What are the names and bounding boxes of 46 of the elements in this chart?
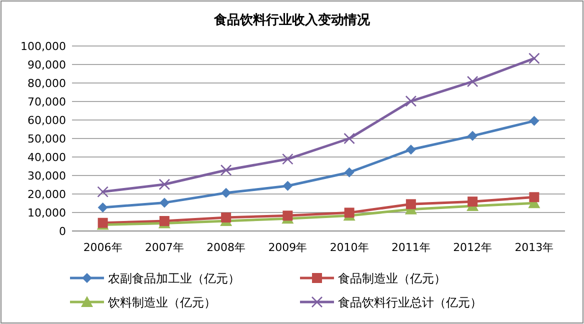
point (406, 199, 416, 210)
x-tick-label: 2007年 (144, 241, 184, 254)
y-tick-label: 0 (59, 225, 66, 238)
x-tick-label: 2011年 (391, 241, 430, 254)
point (220, 164, 232, 176)
point (529, 192, 540, 202)
y-tick-label: 30,000 (28, 170, 66, 182)
y-tick-label: 40,000 (28, 151, 66, 164)
x-tick-label: 2009年 (268, 241, 308, 254)
point (158, 178, 170, 190)
y-tick-label: 100,000 (20, 40, 66, 53)
y-tick-label: 50,000 (28, 132, 66, 146)
legend-label: 食品饮料行业总计（亿元） (338, 296, 482, 310)
point (221, 188, 232, 198)
point (98, 202, 108, 213)
point (344, 208, 354, 218)
y-tick-label: 20,000 (28, 188, 66, 201)
point (221, 212, 232, 222)
legend-label: 饮料制造业（亿元） (107, 296, 216, 310)
x-tick-label: 2010年 (330, 241, 369, 254)
point (466, 76, 478, 88)
y-tick-label: 90,000 (28, 58, 66, 72)
point (282, 153, 294, 165)
y-tick-label: 10,000 (28, 206, 66, 220)
legend-label: 农副食品加工业（亿元） (108, 272, 240, 286)
x-tick-label: 2013年 (514, 241, 554, 254)
point (528, 52, 540, 64)
point (282, 210, 293, 221)
y-tick-label: 60,000 (28, 114, 66, 127)
x-tick-label: 2012年 (453, 241, 492, 254)
x-tick-label: 2008年 (206, 241, 246, 254)
legend-label: 食品制造业（亿元） (338, 272, 446, 286)
point (405, 95, 417, 107)
point (406, 144, 416, 155)
point (344, 167, 354, 178)
x-tick-label: 2006年 (83, 241, 122, 254)
point (282, 180, 293, 191)
point (159, 198, 170, 208)
y-tick-label: 80,000 (28, 77, 66, 90)
point (344, 132, 355, 144)
chart-title: 食品饮料行业收入变动情况 (213, 12, 371, 28)
y-tick-label: 70,000 (28, 96, 66, 108)
point (529, 116, 540, 126)
point (468, 196, 478, 207)
point (468, 130, 478, 141)
point (97, 186, 108, 198)
